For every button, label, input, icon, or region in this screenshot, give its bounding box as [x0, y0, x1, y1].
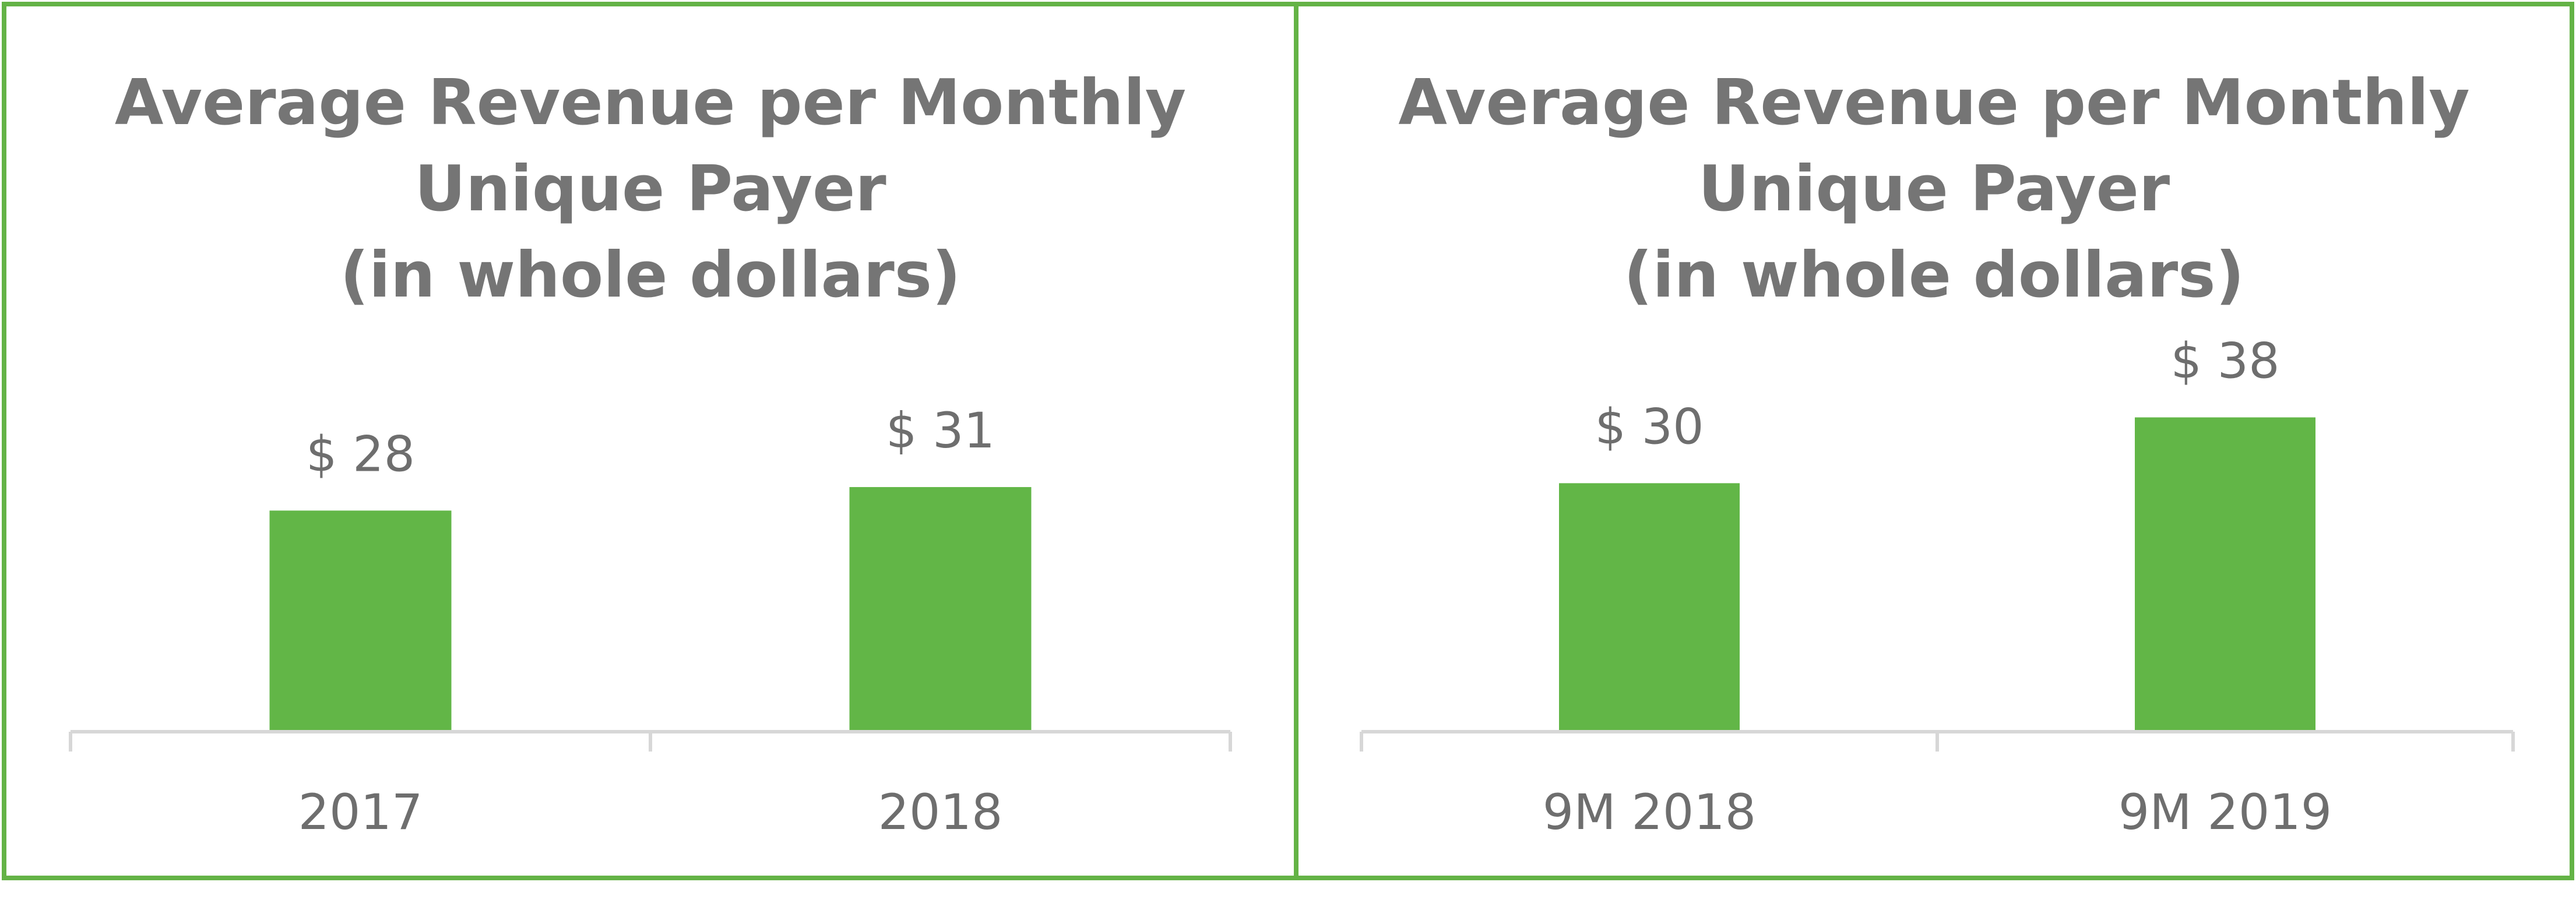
bar-chart-right: $ 30 9M 2018 $ 38 9M 2019 [1360, 332, 2515, 841]
data-label: $ 38 [2170, 332, 2279, 389]
x-tick-label: 2018 [878, 784, 1003, 841]
chart-title-line: Unique Payer [414, 153, 886, 225]
data-label: $ 30 [1595, 398, 1704, 455]
data-label: $ 28 [306, 425, 415, 482]
chart-title-line: (in whole dollars) [1624, 239, 2244, 312]
chart-panel-right: Average Revenue per Monthly Unique Payer… [1294, 2, 2574, 880]
chart-title: Average Revenue per Monthly Unique Payer… [1298, 60, 2570, 319]
bar [269, 510, 452, 730]
bar-chart-left: $ 28 2017 $ 31 2018 [69, 402, 1232, 841]
chart-title-line: (in whole dollars) [340, 239, 961, 312]
bar [849, 487, 1032, 730]
x-tick-label: 9M 2018 [1543, 784, 1756, 841]
x-tick-label: 9M 2019 [2118, 784, 2332, 841]
chart-title-line: Unique Payer [1698, 153, 2170, 225]
chart-title-line: Average Revenue per Monthly [1398, 66, 2470, 139]
chart-title: Average Revenue per Monthly Unique Payer… [6, 60, 1294, 319]
chart-panel-left: Average Revenue per Monthly Unique Payer… [2, 2, 1299, 880]
x-tick-label: 2017 [298, 784, 423, 841]
data-label: $ 31 [886, 402, 995, 459]
bar [2135, 417, 2315, 730]
chart-title-line: Average Revenue per Monthly [114, 66, 1187, 139]
bar [1559, 483, 1740, 730]
